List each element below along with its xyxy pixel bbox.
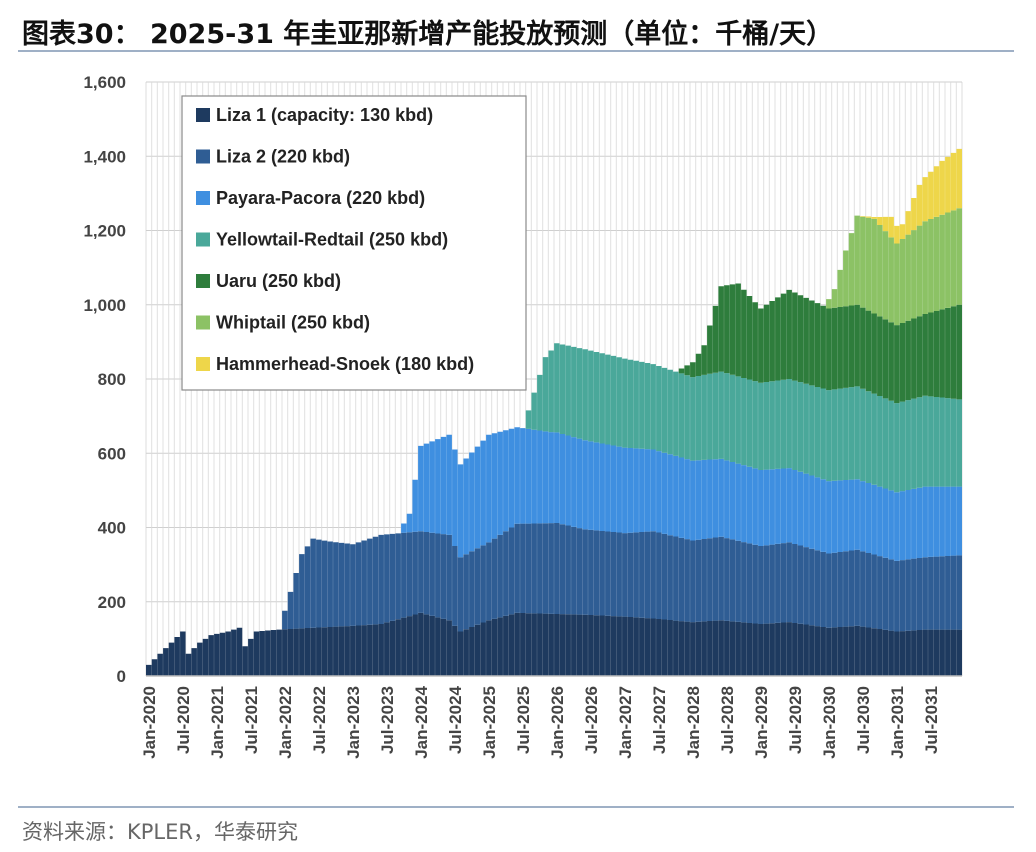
- legend-entry: Whiptail (250 kbd): [216, 313, 370, 333]
- x-tick-label: Jan-2027: [616, 686, 635, 759]
- y-tick-label: 1,200: [83, 222, 126, 241]
- series-area-5: [146, 283, 962, 665]
- legend-box: [181, 95, 527, 391]
- series-area-3: [146, 427, 962, 665]
- y-tick-label: 1,400: [83, 147, 126, 166]
- stacked-area-chart: 0 200 400 600 800 1,000 1,200 1,400 1,600 Jan-20…: [83, 73, 963, 759]
- legend-entry: Uaru (250 kbd): [216, 271, 341, 291]
- x-tick-label: Jan-2025: [480, 686, 499, 759]
- legend-swatch: [196, 315, 210, 330]
- x-tick-label: Jul-2020: [174, 686, 193, 754]
- series-area-1: [146, 612, 962, 676]
- x-tick-label: Jan-2023: [344, 686, 363, 759]
- source-divider: [18, 806, 1014, 808]
- x-tick-label: Jul-2028: [718, 686, 737, 754]
- legend-entry: Liza 1 (capacity: 130 kbd): [216, 105, 433, 125]
- legend-entry: Yellowtail-Redtail (250 kbd): [216, 230, 448, 250]
- y-tick-label: 200: [98, 593, 126, 612]
- x-tick-label: Jul-2021: [242, 686, 261, 754]
- x-tick-label: Jan-2031: [888, 686, 907, 759]
- legend-swatch: [196, 232, 210, 247]
- x-tick-label: Jan-2030: [820, 686, 839, 759]
- series-area-4: [146, 343, 962, 665]
- y-tick-label: 600: [98, 444, 126, 463]
- x-tick-label: Jan-2021: [208, 686, 227, 759]
- y-tick-label: 1,000: [83, 296, 126, 315]
- x-tick-label: Jul-2026: [582, 686, 601, 754]
- title-divider: [18, 50, 1014, 52]
- x-tick-label: Jan-2020: [140, 686, 159, 759]
- x-tick-label: Jul-2029: [786, 686, 805, 754]
- y-tick-label: 800: [98, 370, 126, 389]
- figure-title: 图表30： 2025-31 年圭亚那新增产能投放预测（单位：千桶/天）: [22, 19, 834, 50]
- y-tick-label: 1,600: [83, 73, 126, 92]
- legend-entry: Liza 2 (220 kbd): [216, 147, 350, 167]
- x-tick-label: Jan-2026: [548, 686, 567, 759]
- y-tick-labels: 0 200 400 600 800 1,000 1,200 1,400 1,600: [83, 73, 126, 686]
- x-tick-label: Jul-2022: [310, 686, 329, 754]
- legend-swatch: [196, 149, 210, 164]
- source-note: 资料来源：KPLER，华泰研究: [22, 820, 298, 844]
- x-tick-label: Jul-2025: [514, 686, 533, 754]
- x-tick-label: Jan-2022: [276, 686, 295, 759]
- legend-entry: Hammerhead-Snoek (180 kbd): [216, 354, 474, 374]
- x-tick-label: Jul-2031: [922, 686, 941, 754]
- x-tick-label: Jan-2028: [684, 686, 703, 759]
- x-tick-label: Jan-2029: [752, 686, 771, 759]
- legend-swatch: [196, 274, 210, 288]
- legend-swatch: [196, 191, 210, 205]
- series-area-2: [146, 523, 962, 665]
- legend: Liza 1 (capacity: 130 kbd) Liza 2 (220 kb…: [181, 95, 527, 391]
- x-tick-label: Jul-2023: [378, 686, 397, 754]
- y-tick-label: 400: [98, 519, 126, 538]
- x-tick-label: Jul-2030: [854, 686, 873, 754]
- legend-entry: Payara-Pacora (220 kbd): [216, 188, 425, 208]
- series-area-6: [146, 208, 962, 665]
- y-tick-label: 0: [117, 667, 126, 686]
- x-tick-label: Jan-2024: [412, 685, 431, 758]
- legend-swatch: [196, 357, 210, 371]
- x-tick-label: Jul-2024: [446, 685, 465, 754]
- legend-swatch: [196, 108, 210, 122]
- x-tick-labels: Jan-2020 Jul-2020 Jan-2021 Jul-2021 Jan-2022…: [140, 685, 941, 758]
- x-tick-label: Jul-2027: [650, 686, 669, 754]
